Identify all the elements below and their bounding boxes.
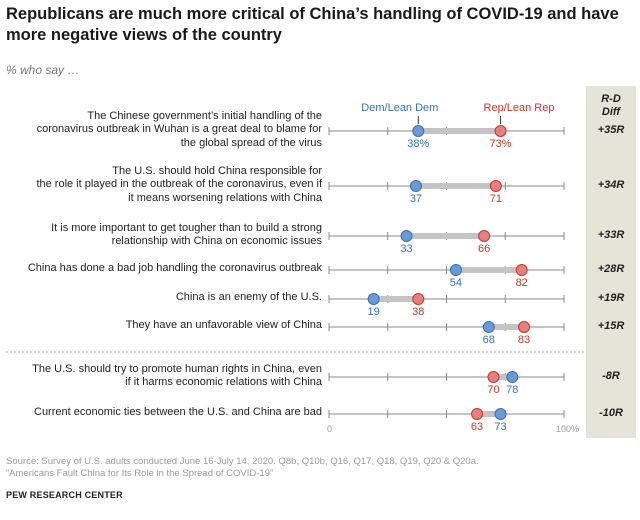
rep-dot bbox=[518, 321, 531, 333]
dem-dot bbox=[449, 264, 462, 276]
row-label-line: They have an unfavorable view of China bbox=[125, 319, 322, 332]
source-line-1: Source: Survey of U.S. adults conducted … bbox=[6, 456, 479, 467]
dem-dot bbox=[506, 371, 519, 383]
rep-value-label: 71 bbox=[489, 193, 502, 205]
row-label-line: if it harms economic relations with Chin… bbox=[125, 376, 322, 388]
row-label-line: it means worsening relations with China bbox=[128, 191, 322, 204]
rep-dot bbox=[478, 230, 491, 242]
axis-min-label: 0 bbox=[327, 424, 333, 434]
rep-value-label: 82 bbox=[515, 277, 528, 289]
dem-dot bbox=[400, 230, 413, 242]
row-label-line: the global spread of the virus bbox=[180, 136, 322, 149]
dem-value-label: 33 bbox=[400, 243, 413, 255]
diff-value: +19R bbox=[597, 292, 625, 304]
dem-dot bbox=[409, 180, 422, 192]
diff-value: -10R bbox=[599, 407, 623, 419]
dem-dot bbox=[482, 321, 495, 333]
dem-value-label: 68 bbox=[482, 334, 495, 346]
rep-value-label: 63 bbox=[470, 421, 484, 433]
row-label-line: The Chinese government’s initial handlin… bbox=[87, 109, 322, 122]
diff-column-background bbox=[586, 86, 636, 438]
rep-dot bbox=[494, 125, 507, 137]
rep-dot bbox=[489, 180, 502, 192]
diff-value: +35R bbox=[597, 124, 625, 136]
rep-value-label: 70 bbox=[487, 384, 500, 396]
dem-value-label: 78 bbox=[506, 384, 519, 396]
source-line-2: “Americans Fault China for Its Role in t… bbox=[6, 468, 274, 479]
rep-dot bbox=[515, 264, 528, 276]
row-label: China is an enemy of the U.S. bbox=[176, 291, 322, 305]
dem-value-label: 54 bbox=[449, 277, 463, 289]
row-label: The U.S. should hold China responsible f… bbox=[36, 165, 322, 206]
dem-value-label: 73 bbox=[494, 421, 507, 433]
diff-header: R-D Diff bbox=[586, 93, 636, 119]
rep-value-label: 38 bbox=[412, 306, 425, 318]
rep-dot bbox=[412, 293, 425, 305]
diff-header-line-2: Diff bbox=[601, 106, 621, 118]
dem-dot bbox=[367, 293, 380, 305]
diff-value: -8R bbox=[602, 370, 620, 382]
rep-value-label: 73% bbox=[489, 138, 512, 150]
dem-value-label: 19 bbox=[367, 306, 380, 318]
row-label-line: relationship with China on economic issu… bbox=[111, 235, 322, 247]
row-label-line: China has done a bad job handling the co… bbox=[27, 262, 322, 275]
rep-legend-label: Rep/Lean Rep bbox=[483, 102, 555, 114]
row-label-line: The U.S. should hold China responsible f… bbox=[112, 164, 322, 177]
rep-dot bbox=[487, 371, 500, 383]
chart-title: Republicans are much more critical of Ch… bbox=[6, 5, 619, 44]
row-label-line: coronavirus outbreak in Wuhan is a great… bbox=[36, 123, 322, 136]
diff-header-line-1: R-D bbox=[601, 93, 621, 105]
rep-value-label: 83 bbox=[517, 334, 531, 346]
dem-legend-label: Dem/Lean Dem bbox=[361, 102, 439, 114]
chart-subtitle: % who say … bbox=[6, 63, 80, 77]
source-note: Source: Survey of U.S. adults conducted … bbox=[6, 456, 479, 480]
row-label-line: It is more important to get tougher than… bbox=[51, 221, 322, 234]
dem-value-label: 37 bbox=[409, 193, 423, 205]
row-label: The U.S. should try to promote human rig… bbox=[32, 363, 322, 390]
diff-value: +15R bbox=[597, 320, 625, 332]
dem-dot bbox=[412, 125, 425, 137]
diff-value: +33R bbox=[597, 229, 625, 241]
row-label: Current economic ties between the U.S. a… bbox=[34, 406, 322, 420]
diff-value: +34R bbox=[597, 179, 625, 191]
axis-max-label: 100% bbox=[556, 424, 580, 434]
row-label-line: Current economic ties between the U.S. a… bbox=[34, 406, 322, 419]
rep-dot bbox=[471, 408, 484, 420]
row-label: They have an unfavorable view of China bbox=[126, 319, 322, 333]
row-label: The Chinese government’s initial handlin… bbox=[37, 110, 322, 151]
rep-value-label: 66 bbox=[477, 243, 491, 255]
row-label-line: China is an enemy of the U.S. bbox=[175, 291, 322, 304]
row-label: It is more important to get tougher than… bbox=[51, 222, 322, 249]
dem-value-label: 38% bbox=[407, 138, 430, 150]
diff-value: +28R bbox=[597, 263, 625, 275]
organization-name: PEW RESEARCH CENTER bbox=[6, 490, 123, 500]
row-label-line: The U.S. should try to promote human rig… bbox=[32, 362, 322, 375]
row-label-line: the role it played in the outbreak of th… bbox=[36, 178, 322, 191]
row-label: China has done a bad job handling the co… bbox=[28, 262, 322, 276]
dem-dot bbox=[494, 408, 507, 420]
